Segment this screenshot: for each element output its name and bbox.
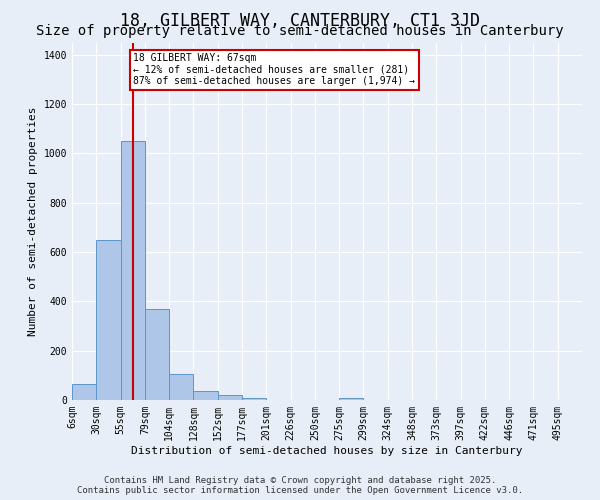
Bar (193, 392, 218, 400)
Bar (218, 395, 242, 400)
Bar (169, 374, 193, 400)
Text: 18 GILBERT WAY: 67sqm
← 12% of semi-detached houses are smaller (281)
87% of sem: 18 GILBERT WAY: 67sqm ← 12% of semi-deta… (133, 53, 415, 86)
Bar (96, 240, 121, 400)
Text: Size of property relative to semi-detached houses in Canterbury: Size of property relative to semi-detach… (36, 24, 564, 38)
Bar (72, 384, 96, 400)
Text: Contains HM Land Registry data © Crown copyright and database right 2025.
Contai: Contains HM Land Registry data © Crown c… (77, 476, 523, 495)
Bar (339, 398, 364, 400)
Bar (242, 398, 266, 400)
Bar (145, 309, 169, 400)
Y-axis label: Number of semi-detached properties: Number of semi-detached properties (28, 106, 38, 336)
Text: 18, GILBERT WAY, CANTERBURY, CT1 3JD: 18, GILBERT WAY, CANTERBURY, CT1 3JD (120, 12, 480, 30)
Bar (121, 141, 145, 400)
X-axis label: Distribution of semi-detached houses by size in Canterbury: Distribution of semi-detached houses by … (131, 446, 523, 456)
